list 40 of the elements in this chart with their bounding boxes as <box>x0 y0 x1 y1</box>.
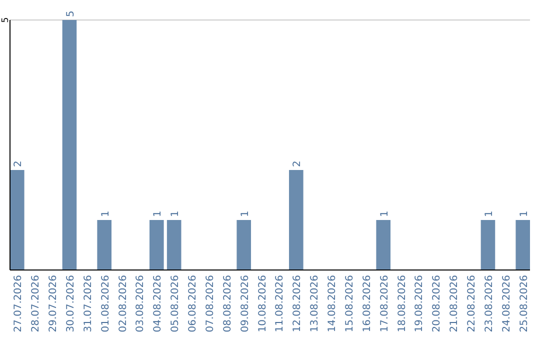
x-tick-label: 04.08.2026 <box>152 275 164 332</box>
x-tick-label: 16.08.2026 <box>362 275 373 332</box>
x-tick-label: 08.08.2026 <box>222 275 234 332</box>
x-tick-label: 03.08.2026 <box>135 275 146 332</box>
x-tick-label: 05.08.2026 <box>170 275 182 332</box>
x-tick-label: 14.08.2026 <box>327 275 338 332</box>
data-label: 2 <box>292 160 304 167</box>
data-label: 5 <box>65 10 76 17</box>
data-label: 1 <box>100 210 112 217</box>
x-tick-label: 23.08.2026 <box>484 275 495 332</box>
x-tick-label: 21.08.2026 <box>449 275 460 332</box>
x-tick-label: 25.08.2026 <box>518 275 530 332</box>
x-tick-label: 30.07.2026 <box>65 275 76 332</box>
x-tick-label: 19.08.2026 <box>414 275 426 332</box>
x-tick-label: 13.08.2026 <box>310 275 321 332</box>
x-tick-label: 24.08.2026 <box>501 275 512 332</box>
x-tick-label: 29.07.2026 <box>48 275 60 332</box>
x-tick-label: 22.08.2026 <box>466 275 478 332</box>
x-tick-label: 20.08.2026 <box>432 275 443 332</box>
data-label: 1 <box>484 210 495 217</box>
data-label: 1 <box>240 210 251 217</box>
x-tick-label: 09.08.2026 <box>240 275 251 332</box>
data-label: 1 <box>170 210 182 217</box>
x-tick-label: 01.08.2026 <box>100 275 112 332</box>
x-tick-label: 10.08.2026 <box>257 275 268 332</box>
x-tick-label: 07.08.2026 <box>204 275 216 332</box>
data-label: 1 <box>518 210 530 217</box>
x-tick-label: 28.07.2026 <box>30 275 42 332</box>
x-tick-label: 11.08.2026 <box>274 275 286 332</box>
x-tick-label: 18.08.2026 <box>396 275 408 332</box>
x-tick-label: 31.07.2026 <box>82 275 94 332</box>
x-tick-label: 27.07.2026 <box>13 275 24 332</box>
data-label: 1 <box>152 210 164 217</box>
data-label: 1 <box>379 210 390 217</box>
x-tick-label: 06.08.2026 <box>188 275 199 332</box>
data-label: 2 <box>13 160 24 167</box>
x-tick-label: 12.08.2026 <box>292 275 304 332</box>
x-tick-label: 17.08.2026 <box>379 275 390 332</box>
x-tick-label: 02.08.2026 <box>118 275 129 332</box>
x-tick-label: 15.08.2026 <box>344 275 356 332</box>
